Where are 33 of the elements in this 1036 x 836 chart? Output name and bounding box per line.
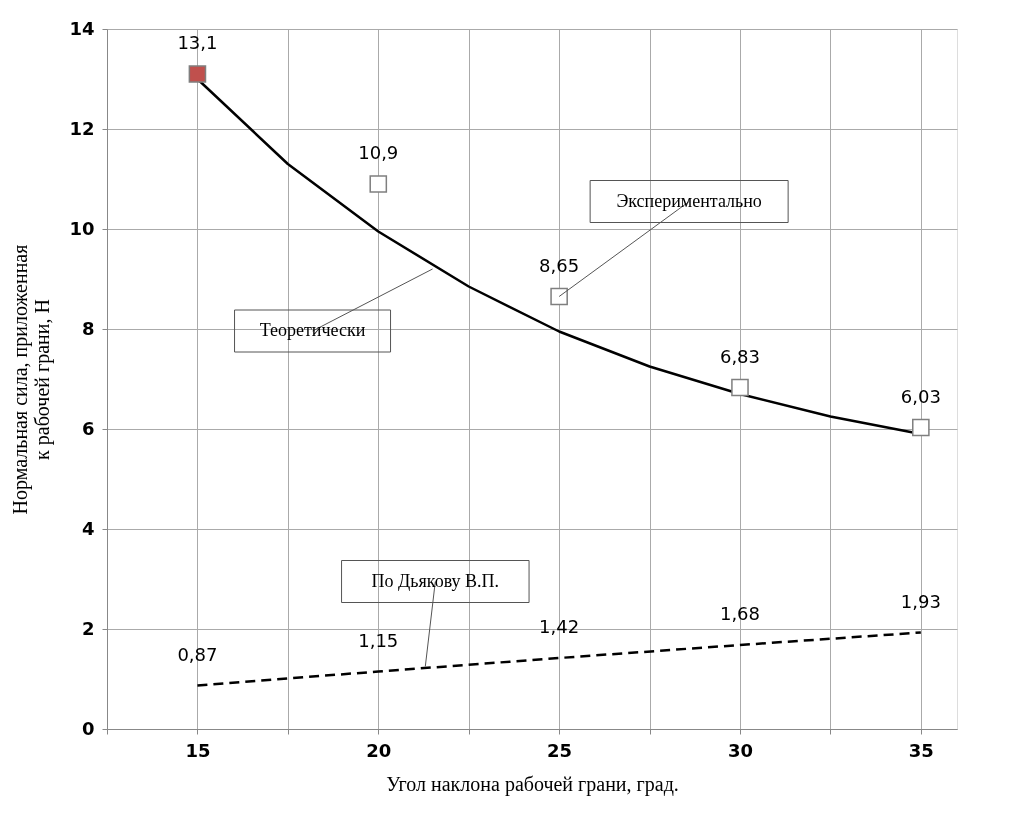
data-label: 1,42 [539,616,580,637]
data-label: 1,15 [358,629,399,651]
y-tick-label: 4 [81,517,95,539]
point [912,418,930,437]
annotation: По Дьякову В.П. [371,570,500,591]
data-label: 13,1 [177,32,218,53]
x-tick-label: 20 [366,739,392,761]
y-axis-title: Нормальная сила, приложенная к рабочей грани, Н [9,244,55,515]
y-tick-label: 2 [81,617,95,639]
data-label: 6,03 [900,385,941,407]
y-tick-label: 10 [69,217,95,239]
point [369,175,388,193]
x-tick-label: 30 [727,739,754,761]
y-tick-label: 12 [69,117,95,139]
data-label: 10,9 [358,142,399,163]
point [731,378,749,397]
annotation: Экспериментально [616,190,762,211]
y-tick-label: 8 [81,317,95,339]
x-tick-label: 15 [185,739,211,761]
y-tick-label: 0 [81,717,95,739]
point [188,65,207,83]
x-tick-label: 25 [547,739,573,761]
point [550,287,568,306]
data-label: 8,65 [539,254,580,276]
data-label: 1,93 [900,590,941,612]
annotation: Теоретически [259,320,366,340]
x-tick-label: 35 [908,739,934,761]
data-label: 1,68 [719,603,761,624]
x-axis-title: Угол наклона рабочей грани, град. [386,772,679,796]
y-tick-label: 6 [81,417,95,439]
y-tick-label: 14 [69,17,95,39]
data-label: 0,87 [177,643,218,665]
data-label: 6,83 [719,345,761,367]
